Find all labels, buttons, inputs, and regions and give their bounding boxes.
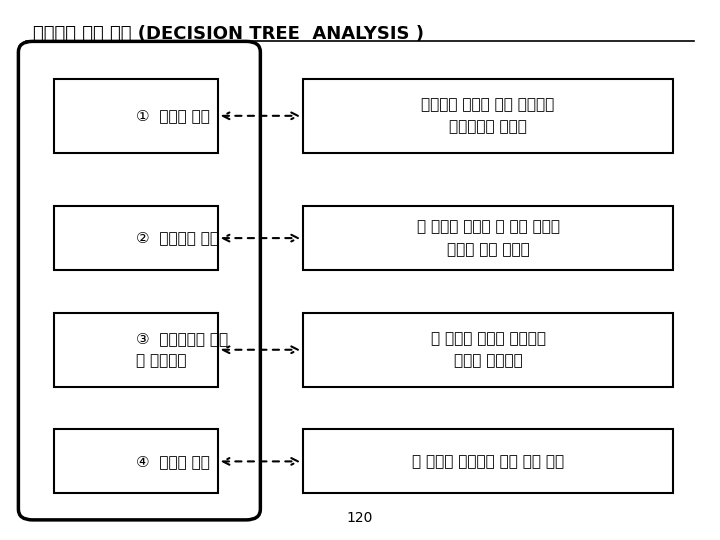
Text: 선택가능 대안을 모두 발굴하여
오른쪽으로 그린다: 선택가능 대안을 모두 발굴하여 오른쪽으로 그린다	[421, 97, 554, 134]
Text: 각 대안별 기대값이 높은 대안 선택: 각 대안별 기대값이 높은 대안 선택	[412, 454, 564, 469]
FancyBboxPatch shape	[303, 429, 673, 494]
Text: 의사결정 나무 기법 (DECISION TREE  ANALYSIS ): 의사결정 나무 기법 (DECISION TREE ANALYSIS )	[32, 25, 423, 43]
FancyBboxPatch shape	[303, 313, 673, 387]
Text: 각 대안별 확률을 추정하고
성과를 추정한다: 각 대안별 확률을 추정하고 성과를 추정한다	[431, 331, 546, 368]
Text: ①  대안의 결정: ① 대안의 결정	[136, 109, 210, 123]
FancyBboxPatch shape	[19, 42, 261, 520]
FancyBboxPatch shape	[54, 313, 217, 387]
Text: ④  기대값 계산: ④ 기대값 계산	[136, 454, 210, 469]
Text: 120: 120	[347, 511, 373, 525]
Text: ③  대안결과의 확률
및 성과추정: ③ 대안결과의 확률 및 성과추정	[136, 331, 228, 368]
FancyBboxPatch shape	[54, 79, 217, 153]
FancyBboxPatch shape	[54, 206, 217, 270]
Text: ②  대안결과 추정: ② 대안결과 추정	[136, 231, 219, 246]
FancyBboxPatch shape	[303, 79, 673, 153]
Text: 각 대안별 일어날 수 있는 결과를
하나씩 그려 나간다: 각 대안별 일어날 수 있는 결과를 하나씩 그려 나간다	[417, 219, 559, 256]
FancyBboxPatch shape	[303, 206, 673, 270]
FancyBboxPatch shape	[54, 429, 217, 494]
